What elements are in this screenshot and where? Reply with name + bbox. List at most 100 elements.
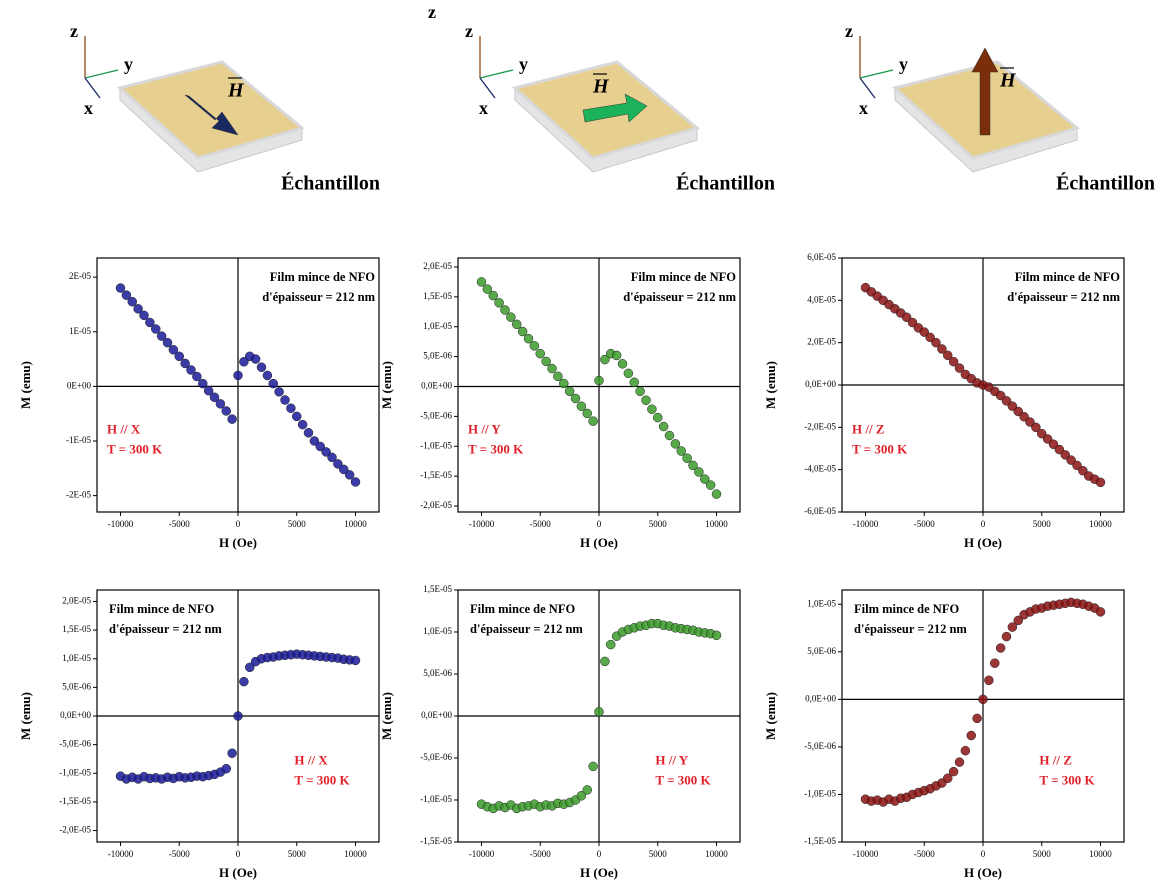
x-tick-label: -5000	[169, 849, 190, 859]
y-tick-label: -2,0E-05	[420, 500, 452, 510]
y-tick-label: 5,0E-06	[423, 668, 452, 678]
x-tick-label: 0	[597, 849, 602, 859]
y-axis-label: M (emu)	[379, 361, 394, 409]
data-point	[606, 639, 616, 650]
x-tick-label: 5000	[1033, 519, 1052, 529]
x-tick-label: 10000	[344, 519, 367, 529]
sample-diagram: z y x z H Échantillon	[428, 2, 775, 194]
film-note: d'épaisseur = 212 nm	[470, 622, 583, 636]
data-point	[600, 354, 610, 365]
slab-top	[116, 60, 306, 160]
condition-note: T = 300 K	[107, 442, 163, 457]
data-point	[984, 675, 994, 686]
y-tick-label: 5,0E-06	[807, 646, 836, 656]
data-point	[535, 348, 545, 359]
y-axis-label: M (emu)	[18, 692, 33, 740]
data-point	[688, 460, 698, 471]
condition-note: T = 300 K	[468, 442, 524, 457]
data-point	[168, 345, 179, 355]
x-tick-label: 10000	[1089, 519, 1112, 529]
data-point	[1013, 615, 1023, 626]
data-point	[309, 436, 320, 446]
x-tick-label: 10000	[344, 849, 367, 859]
x-tick-label: -5000	[530, 849, 551, 859]
axis-y	[859, 69, 894, 79]
data-point	[559, 378, 569, 389]
condition-note: T = 300 K	[852, 442, 908, 457]
data-point	[635, 386, 645, 397]
x-tick-label: 0	[236, 519, 241, 529]
data-point	[594, 375, 604, 386]
data-point	[523, 333, 534, 344]
data-point	[1031, 422, 1041, 433]
data-point	[303, 428, 314, 438]
data-point	[133, 304, 143, 314]
film-note: Film mince de NFO	[270, 270, 375, 284]
axis-label-z: z	[845, 21, 853, 41]
data-point	[344, 470, 355, 480]
x-tick-label: -10000	[853, 849, 879, 859]
y-tick-label: -1,0E-05	[420, 794, 452, 804]
x-tick-label: -5000	[530, 519, 551, 529]
x-tick-label: 5000	[288, 519, 307, 529]
sample-label: Échantillon	[676, 172, 775, 195]
data-point	[588, 761, 598, 772]
x-tick-label: 0	[981, 519, 986, 529]
data-point	[250, 354, 261, 364]
y-tick-label: -1,5E-05	[59, 796, 91, 806]
condition-note: T = 300 K	[1039, 772, 1095, 787]
field-arrow	[184, 94, 239, 136]
data-point	[297, 419, 308, 430]
film-note: d'épaisseur = 212 nm	[854, 622, 967, 636]
sample-label: Échantillon	[281, 172, 380, 195]
film-note: d'épaisseur = 212 nm	[109, 622, 222, 636]
y-tick-label: 1,0E-05	[423, 321, 452, 331]
axis-label-x: x	[479, 98, 488, 118]
data-point	[931, 337, 941, 348]
axis-x	[859, 77, 876, 99]
data-point	[529, 341, 540, 351]
y-tick-label: -6,0E-05	[804, 506, 836, 516]
axis-label-x: x	[84, 98, 93, 118]
data-point	[506, 312, 516, 322]
y-tick-label: -5,0E-06	[804, 741, 836, 751]
data-point	[239, 676, 249, 687]
y-tick-label: 5,0E-06	[423, 351, 452, 361]
data-point	[350, 655, 361, 666]
axis-x	[479, 77, 496, 99]
film-note: Film mince de NFO	[109, 602, 214, 616]
x-axis-label: H (Oe)	[580, 865, 618, 880]
x-tick-label: 0	[981, 849, 986, 859]
sample-diagram: z y x H Échantillon	[845, 21, 1155, 194]
film-note: d'épaisseur = 212 nm	[623, 290, 736, 304]
condition-note: H // X	[107, 422, 141, 437]
y-axis-label: M (emu)	[763, 361, 778, 409]
film-note: d'épaisseur = 212 nm	[1007, 290, 1120, 304]
data-point	[705, 480, 716, 490]
data-point	[286, 403, 296, 413]
data-point	[517, 326, 528, 337]
data-point	[570, 393, 581, 404]
data-point	[1007, 622, 1018, 632]
y-tick-label: -1E-05	[66, 435, 91, 445]
data-point	[280, 395, 290, 405]
axis-y	[84, 69, 119, 79]
data-point	[700, 474, 710, 484]
data-point	[1001, 631, 1012, 642]
data-point	[954, 757, 965, 767]
data-point	[658, 421, 669, 432]
x-tick-label: -10000	[108, 519, 134, 529]
data-point	[174, 351, 184, 362]
y-tick-label: -4,0E-05	[804, 464, 836, 474]
data-point	[315, 441, 325, 452]
data-point	[339, 464, 349, 475]
x-tick-label: 5000	[288, 849, 307, 859]
x-tick-label: 0	[236, 849, 241, 859]
y-tick-label: 2E-05	[69, 271, 91, 281]
data-point	[990, 658, 1000, 668]
y-tick-label: 1,5E-05	[423, 291, 452, 301]
data-point	[978, 694, 988, 705]
data-point	[292, 411, 302, 422]
data-point	[127, 296, 137, 307]
